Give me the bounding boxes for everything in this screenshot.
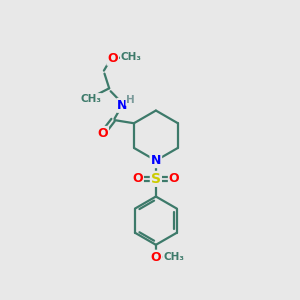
Text: O: O bbox=[98, 127, 108, 140]
Text: O: O bbox=[107, 52, 118, 65]
Text: CH₃: CH₃ bbox=[80, 94, 101, 104]
Text: N: N bbox=[117, 99, 128, 112]
Text: O: O bbox=[132, 172, 143, 185]
Text: CH₃: CH₃ bbox=[163, 252, 184, 262]
Text: N: N bbox=[151, 154, 161, 167]
Text: O: O bbox=[169, 172, 179, 185]
Text: H: H bbox=[126, 95, 135, 105]
Text: S: S bbox=[151, 172, 161, 186]
Text: N: N bbox=[151, 154, 161, 167]
Text: O: O bbox=[151, 251, 161, 264]
Text: CH₃: CH₃ bbox=[121, 52, 142, 62]
